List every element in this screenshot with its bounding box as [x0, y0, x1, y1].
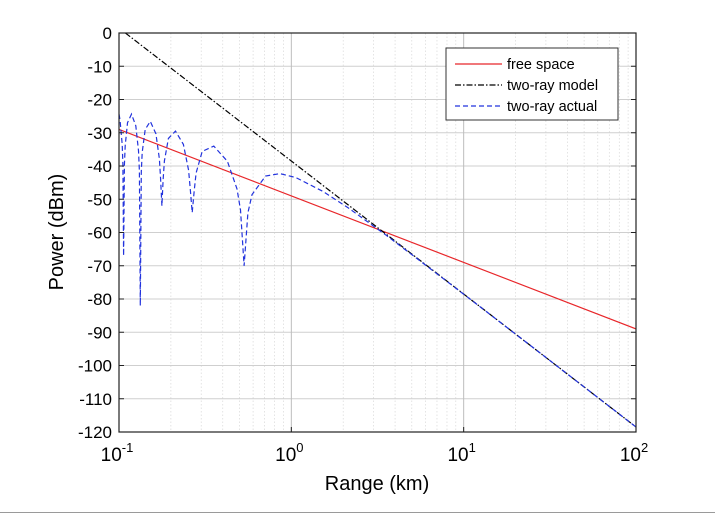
series-layer: [119, 33, 636, 428]
x-tick-label: 100: [275, 440, 303, 466]
legend-label: two-ray actual: [507, 99, 597, 115]
legend: free space two-ray model two-ray actual: [445, 47, 619, 121]
x-tick-exp: 1: [469, 440, 476, 455]
x-axis: 10-1 100 101 102: [101, 427, 648, 466]
x-tick-base: 10: [620, 445, 641, 466]
legend-box: [445, 47, 619, 121]
y-tick-label: 0: [103, 24, 112, 43]
y-tick-label: -120: [78, 423, 112, 442]
y-axis: 0 -10 -20 -30 -40 -50 -60 -70 -80 -90 -100 -110 -120: [78, 24, 636, 442]
y-tick-label: -10: [87, 57, 112, 76]
y-axis-label: Power (dBm): [46, 174, 68, 291]
y-tick-label: -70: [87, 257, 112, 276]
x-tick-exp: 2: [641, 440, 648, 455]
x-tick-label: 102: [620, 440, 648, 466]
y-tick-label: -110: [79, 390, 112, 409]
x-axis-label: Range (km): [325, 473, 429, 495]
x-tick-base: 10: [275, 445, 296, 466]
x-tick-exp: 0: [296, 440, 303, 455]
legend-label: two-ray model: [507, 78, 598, 94]
series-two-ray-actual: [119, 112, 636, 428]
y-tick-label: -60: [87, 224, 112, 243]
x-tick-exp: -1: [122, 440, 134, 455]
x-tick-base: 10: [447, 445, 468, 466]
y-tick-label: -100: [78, 357, 112, 376]
y-tick-label: -40: [87, 157, 112, 176]
x-tick-base: 10: [101, 445, 122, 466]
y-tick-label: -50: [87, 190, 112, 209]
x-tick-label: 101: [447, 440, 475, 466]
y-tick-label: -80: [87, 290, 112, 309]
y-tick-label: -30: [87, 124, 112, 143]
legend-label: free space: [507, 57, 575, 73]
window-border: [0, 512, 715, 513]
y-tick-label: -90: [87, 323, 112, 342]
x-tick-label: 10-1: [101, 440, 134, 466]
y-tick-label: -20: [87, 91, 112, 110]
